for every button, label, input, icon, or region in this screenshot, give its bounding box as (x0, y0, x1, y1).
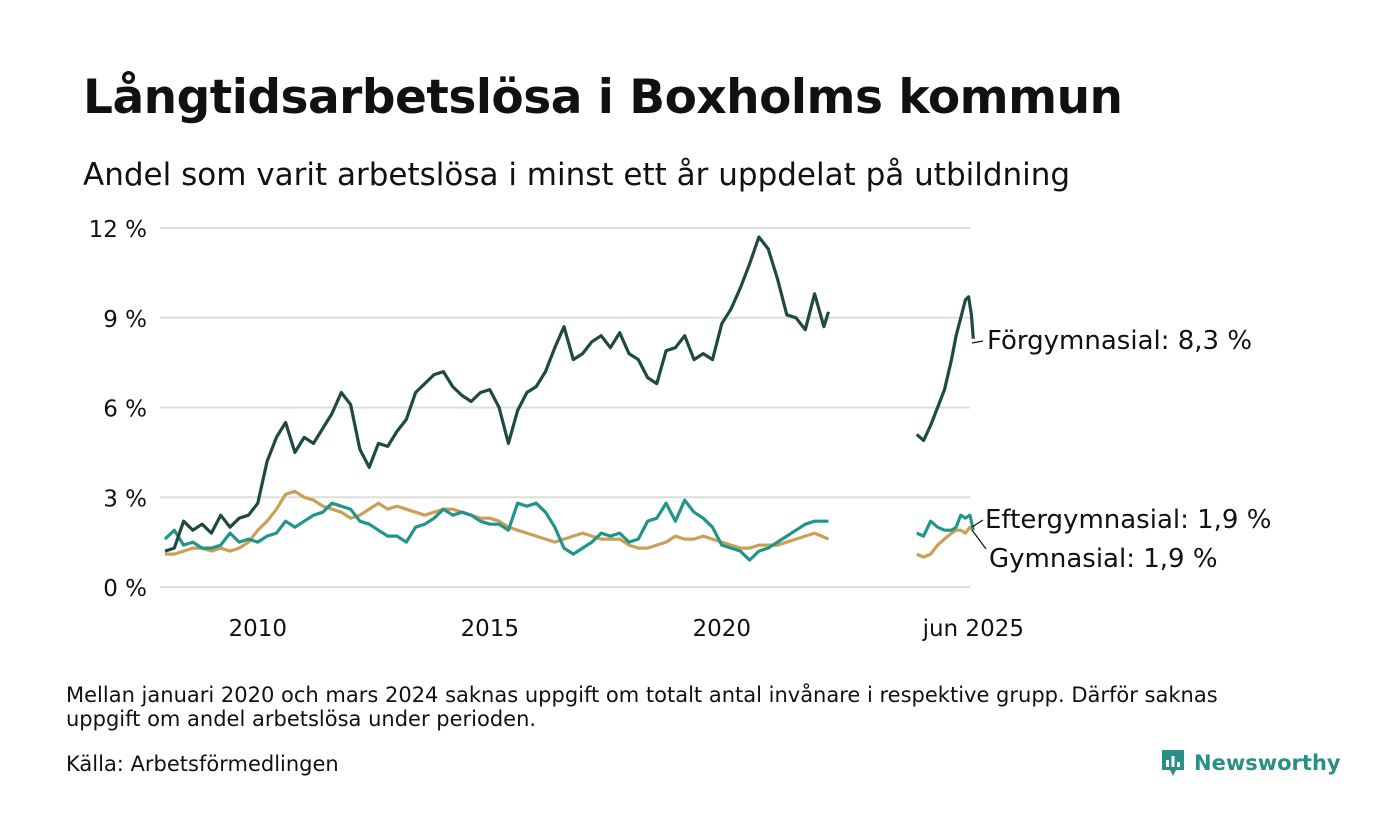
line-chart: 0 % 3 % 6 % 9 % 12 % 2010 2015 2020 jun 2025 Fö… (89, 217, 1272, 642)
series-line-gymnasial (165, 489, 830, 556)
x-tick-label: 2015 (461, 616, 520, 642)
chart-subtitle: Andel som varit arbetslösa i minst ett å… (83, 157, 1071, 193)
series-line-förgymnasial (164, 235, 831, 553)
grid-lines (160, 227, 970, 588)
series-line-förgymnasial (915, 295, 975, 442)
newsworthy-logo: Newsworthy (1160, 748, 1341, 778)
y-axis-ticks: 0 % 3 % 6 % 9 % 12 % (89, 217, 147, 602)
label-leader-line (971, 529, 987, 550)
y-tick-label: 6 % (103, 397, 147, 423)
series-end-label: Eftergymnasial: 1,9 % (985, 505, 1271, 535)
label-leader-line (971, 519, 984, 528)
x-tick-label: 2020 (693, 616, 752, 642)
series-lines (163, 235, 975, 562)
footnote: Mellan januari 2020 och mars 2024 saknas… (66, 683, 1218, 731)
series-line-gymnasial (916, 525, 975, 559)
y-tick-label: 12 % (89, 217, 147, 243)
newsworthy-icon (1162, 750, 1184, 776)
y-tick-label: 3 % (103, 486, 147, 512)
x-tick-label: jun 2025 (922, 616, 1024, 642)
series-labels: Förgymnasial: 8,3 % Eftergymnasial: 1,9 %… (971, 326, 1271, 574)
series-line-eftergymnasial (916, 513, 975, 538)
y-tick-label: 9 % (103, 307, 147, 333)
series-end-label: Förgymnasial: 8,3 % (987, 326, 1252, 356)
brand-name: Newsworthy (1194, 751, 1341, 775)
source-text: Källa: Arbetsförmedlingen (66, 752, 339, 776)
chart-title: Långtidsarbetslösa i Boxholms kommun (83, 70, 1123, 125)
y-tick-label: 0 % (103, 576, 147, 602)
series-line-eftergymnasial (163, 498, 829, 562)
label-leader-line (971, 340, 984, 344)
x-axis-ticks: 2010 2015 2020 jun 2025 (229, 616, 1024, 642)
series-end-label: Gymnasial: 1,9 % (989, 544, 1218, 574)
x-tick-label: 2010 (229, 616, 288, 642)
